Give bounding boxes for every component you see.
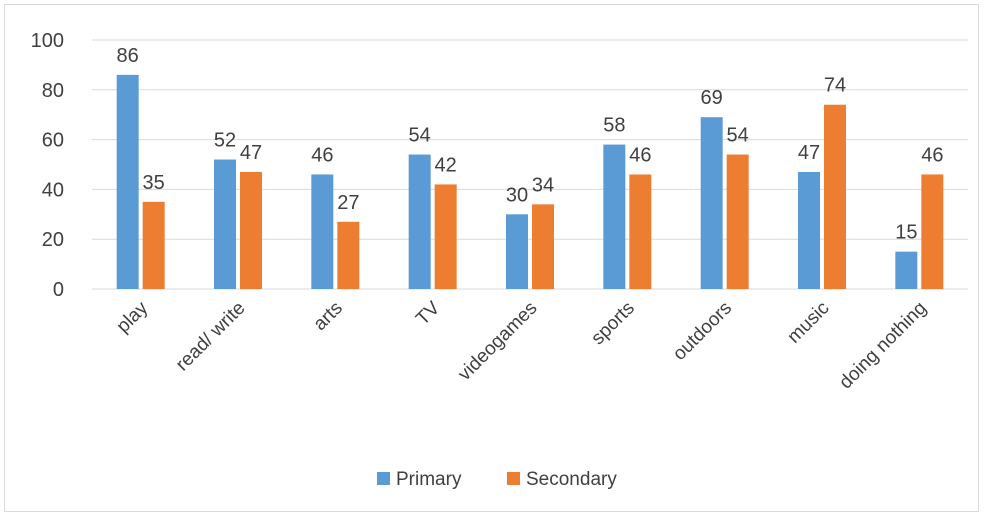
x-category-label: arts [310, 298, 347, 335]
bar-primary [311, 174, 334, 289]
bar-primary [700, 117, 723, 289]
x-category-label: sports [587, 298, 638, 349]
data-label: 58 [603, 115, 625, 137]
bar-primary [408, 154, 431, 289]
y-axis-ticks: 0 20 40 60 80 100 [31, 30, 64, 301]
data-label: 46 [311, 144, 333, 166]
bar-secondary [434, 184, 457, 289]
data-label: 86 [117, 45, 139, 67]
bar-secondary [240, 171, 262, 289]
legend: Primary Secondary [377, 469, 617, 490]
bar-primary [603, 144, 626, 289]
data-label: 15 [895, 222, 917, 244]
legend-swatch [377, 472, 390, 485]
y-tick-label: 80 [42, 80, 64, 102]
data-label: 46 [921, 144, 943, 166]
y-tick-label: 100 [31, 30, 64, 52]
data-label: 52 [214, 130, 236, 152]
data-label: 46 [629, 144, 651, 166]
bar-primary [506, 214, 528, 289]
bar-secondary [824, 104, 846, 290]
bar-secondary [142, 201, 165, 289]
bar-primary [116, 74, 139, 289]
bar-primary [798, 171, 820, 289]
y-tick-label: 0 [53, 279, 64, 301]
data-label: 47 [240, 142, 262, 164]
x-category-label: outdoors [669, 298, 736, 365]
bar-secondary [726, 154, 749, 289]
bars [116, 74, 944, 290]
legend-swatch [507, 472, 520, 485]
data-label: 27 [337, 192, 359, 214]
legend-label: Secondary [526, 469, 617, 490]
x-category-label: read/ write [172, 298, 250, 376]
gridlines [92, 39, 968, 290]
data-label: 47 [798, 142, 820, 164]
data-label: 74 [824, 75, 846, 97]
data-label: 54 [409, 125, 431, 147]
x-category-label: music [784, 298, 834, 348]
x-category-label: doing nothing [835, 298, 931, 394]
bar-primary [895, 251, 918, 289]
data-label: 34 [532, 174, 554, 196]
bar-secondary [337, 221, 360, 289]
x-category-label: play [113, 297, 153, 337]
data-label: 54 [727, 125, 749, 147]
x-category-label: TV [412, 297, 444, 329]
data-label: 30 [506, 184, 528, 206]
data-label: 69 [701, 87, 723, 109]
x-axis-categories: play read/ write arts TV videogames sports out… [113, 297, 931, 393]
bar-secondary [532, 204, 554, 289]
bar-secondary [629, 174, 652, 289]
bar-secondary [921, 174, 944, 289]
legend-label: Primary [396, 469, 462, 490]
x-category-label: videogames [454, 298, 541, 385]
y-tick-label: 60 [42, 130, 64, 152]
bar-primary [214, 159, 236, 289]
data-label: 35 [143, 172, 165, 194]
y-tick-label: 40 [42, 179, 64, 201]
data-label: 42 [435, 154, 457, 176]
y-tick-label: 20 [42, 229, 64, 251]
